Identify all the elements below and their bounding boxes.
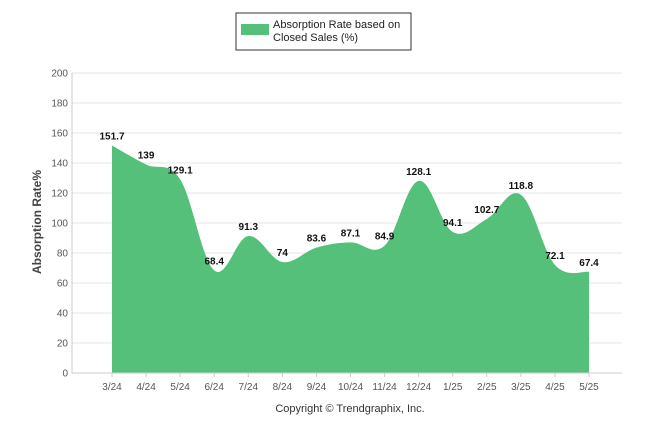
legend: Absorption Rate based on Closed Sales (%… (235, 12, 412, 51)
x-tick-label: 5/24 (170, 382, 190, 393)
y-tick-label: 140 (51, 159, 68, 170)
legend-swatch (241, 24, 269, 35)
data-label: 87.1 (341, 228, 361, 239)
data-label: 74 (277, 248, 289, 259)
x-tick-label: 3/25 (511, 382, 531, 393)
data-label: 118.8 (509, 181, 534, 192)
x-tick-label: 11/24 (372, 382, 397, 393)
x-tick-label: 3/24 (102, 382, 122, 393)
x-tick-label: 4/24 (136, 382, 156, 393)
x-axis-ticks: 3/24 4/24 5/24 6/24 7/24 8/24 9/24 10/24 11/24 12… (102, 382, 599, 393)
y-axis-title: Absorption Rate% (30, 170, 44, 274)
y-tick-label: 60 (57, 279, 69, 290)
x-tick-label: 4/25 (545, 382, 565, 393)
data-label: 67.4 (579, 258, 599, 269)
area-series (112, 145, 589, 373)
x-tick-label: 5/25 (579, 382, 599, 393)
data-label: 84.9 (375, 232, 395, 243)
copyright-text: Copyright © Trendgraphix, Inc. (275, 403, 424, 415)
y-tick-label: 120 (51, 189, 68, 200)
x-tick-label: 7/24 (239, 382, 259, 393)
x-tick-label: 2/25 (477, 382, 497, 393)
y-tick-label: 80 (57, 249, 69, 260)
area-fill (112, 145, 589, 373)
x-tick-label: 8/24 (273, 382, 293, 393)
data-label: 72.1 (545, 251, 565, 262)
y-tick-label: 180 (51, 99, 68, 110)
x-tick-label: 10/24 (338, 382, 363, 393)
x-tick-label: 1/25 (443, 382, 463, 393)
data-label: 128.1 (406, 167, 431, 178)
data-label: 151.7 (99, 131, 124, 142)
x-tick-label: 9/24 (307, 382, 327, 393)
y-tick-label: 160 (51, 129, 68, 140)
y-axis-ticks: 0 20 40 60 80 100 120 140 160 180 200 (51, 69, 68, 380)
axes (71, 73, 622, 377)
data-labels: 151.7 139 129.1 68.4 91.3 74 83.6 87.1 84.9 128.1… (99, 131, 599, 268)
y-tick-label: 0 (62, 369, 68, 380)
data-label: 83.6 (307, 234, 327, 245)
y-tick-label: 200 (51, 69, 68, 80)
data-label: 94.1 (443, 218, 463, 229)
x-tick-label: 6/24 (204, 382, 224, 393)
data-label: 91.3 (239, 222, 259, 233)
data-label: 129.1 (168, 165, 193, 176)
y-tick-label: 20 (57, 339, 69, 350)
x-tick-label: 12/24 (406, 382, 431, 393)
data-label: 102.7 (474, 205, 499, 216)
y-tick-label: 100 (51, 219, 68, 230)
legend-label-line-2: Closed Sales (%) (273, 32, 358, 44)
legend-label-line-1: Absorption Rate based on (273, 19, 400, 31)
y-tick-label: 40 (57, 309, 69, 320)
data-label: 139 (138, 151, 155, 162)
data-label: 68.4 (204, 256, 224, 267)
